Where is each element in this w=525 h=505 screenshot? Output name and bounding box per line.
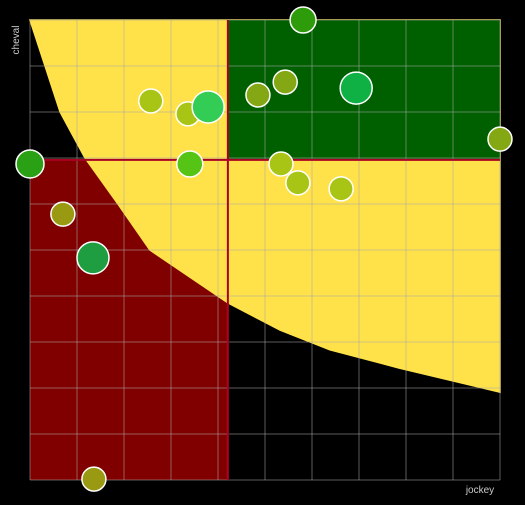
bubble <box>268 151 294 177</box>
x-axis-label: jockey <box>465 485 494 496</box>
bubble <box>289 6 317 34</box>
bubble <box>50 201 76 227</box>
bubble <box>176 150 204 178</box>
bubble <box>15 149 45 179</box>
bubble <box>272 69 298 95</box>
bubble <box>81 466 107 492</box>
bubble <box>138 88 164 114</box>
bubble <box>245 82 271 108</box>
bubble <box>191 90 225 124</box>
bubble <box>487 126 513 152</box>
bubble <box>339 71 373 105</box>
y-axis-label: cheval <box>11 26 22 55</box>
bubble <box>76 241 110 275</box>
bubble <box>328 176 354 202</box>
bubble <box>285 170 311 196</box>
